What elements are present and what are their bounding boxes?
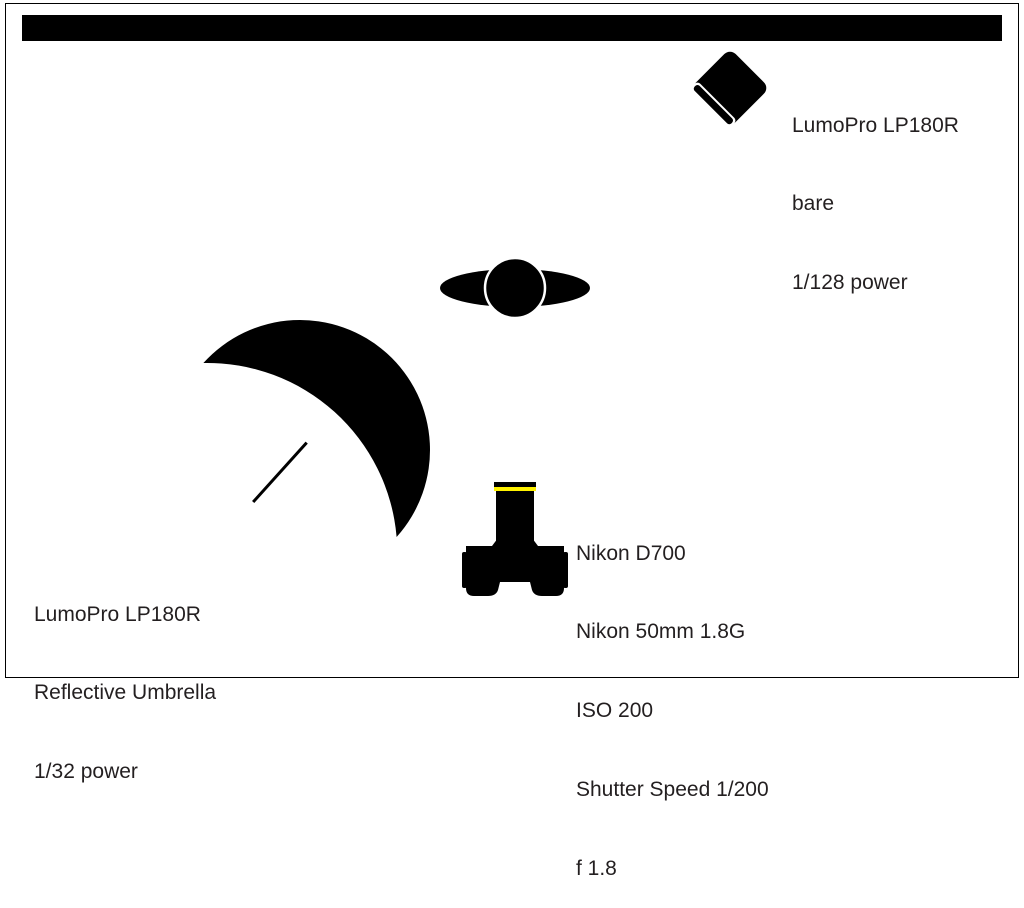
camera-aperture: f 1.8 (576, 856, 769, 882)
camera-body: Nikon D700 (576, 541, 769, 567)
camera-label: Nikon D700 Nikon 50mm 1.8G ISO 200 Shutt… (576, 488, 769, 908)
key-light-power: 1/32 power (34, 759, 216, 785)
rim-flash-modifier: bare (792, 191, 959, 217)
backdrop-bar (22, 15, 1002, 41)
rim-flash-icon (680, 38, 780, 138)
rim-flash-power: 1/128 power (792, 270, 959, 296)
subject-icon (430, 240, 600, 350)
key-light-modifier: Reflective Umbrella (34, 680, 216, 706)
key-light-label: LumoPro LP180R Reflective Umbrella 1/32 … (34, 549, 216, 812)
camera-shutter: Shutter Speed 1/200 (576, 777, 769, 803)
camera-icon (460, 480, 570, 610)
rim-flash-label: LumoPro LP180R bare 1/128 power (792, 60, 959, 323)
key-light-model: LumoPro LP180R (34, 602, 216, 628)
camera-iso: ISO 200 (576, 698, 769, 724)
camera-lens: Nikon 50mm 1.8G (576, 619, 769, 645)
rim-flash-model: LumoPro LP180R (792, 113, 959, 139)
